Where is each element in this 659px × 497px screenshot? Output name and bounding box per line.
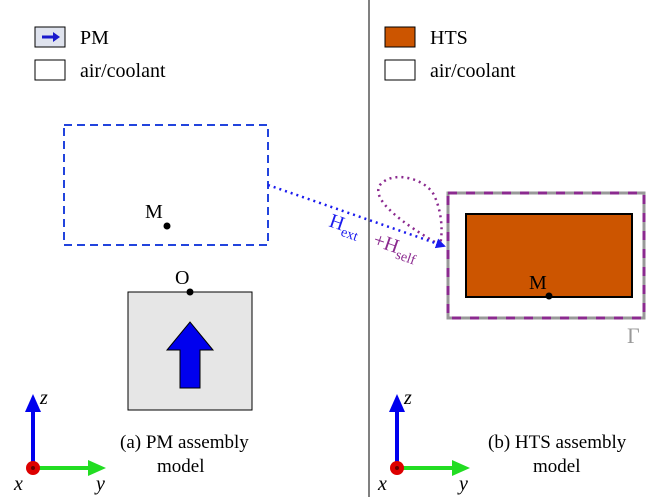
right-axis-y-label: y — [457, 473, 468, 495]
self-field-loop — [377, 175, 443, 247]
legend-label-air-coolant-right: air/coolant — [430, 60, 516, 82]
point-o-label: O — [175, 267, 189, 289]
right-axis-x-label: x — [377, 473, 387, 495]
right-legend: HTS air/coolant — [384, 26, 516, 82]
h-ext-label: Hext — [325, 210, 363, 245]
h-ext-symbol: H — [326, 210, 347, 236]
left-axes: z x y — [13, 387, 106, 495]
point-m-right — [545, 292, 553, 300]
orange-swatch-icon — [384, 26, 416, 48]
magnetization-arrow-icon — [165, 321, 215, 389]
right-caption-line2: model — [533, 456, 581, 477]
boundary-gamma-label: Γ — [627, 323, 640, 348]
right-axes: z x y — [377, 387, 470, 495]
h-self-symbol: H — [381, 233, 402, 259]
legend-label-hts: HTS — [430, 27, 468, 49]
point-o — [186, 288, 194, 296]
left-caption-line2: model — [157, 456, 205, 477]
white-swatch-icon — [384, 59, 416, 81]
right-axis-z-label: z — [403, 387, 412, 409]
left-caption-line1: (a) PM assembly — [120, 432, 249, 453]
point-m-left-label: M — [145, 201, 163, 223]
hts-block — [465, 213, 633, 298]
left-axis-y-label: y — [94, 473, 105, 495]
point-m-right-label: M — [529, 272, 547, 294]
left-axis-z-label: z — [39, 387, 48, 409]
h-ext-subscript: ext — [339, 225, 360, 245]
white-swatch-icon — [34, 59, 66, 81]
blue-arrow-swatch-icon — [34, 26, 66, 48]
svg-text:Hext: Hext — [325, 210, 363, 245]
right-caption-line1: (b) HTS assembly — [488, 432, 627, 453]
h-self-subscript: self — [393, 248, 417, 269]
external-field-arrow — [267, 183, 446, 249]
h-self-label: +Hself — [369, 229, 421, 269]
svg-text:+Hself: +Hself — [369, 229, 421, 269]
point-m-left — [163, 222, 171, 230]
left-legend: PM air/coolant — [34, 26, 166, 82]
left-axis-x-label: x — [13, 473, 23, 495]
legend-label-air-coolant: air/coolant — [80, 60, 166, 82]
legend-label-pm: PM — [80, 27, 109, 49]
